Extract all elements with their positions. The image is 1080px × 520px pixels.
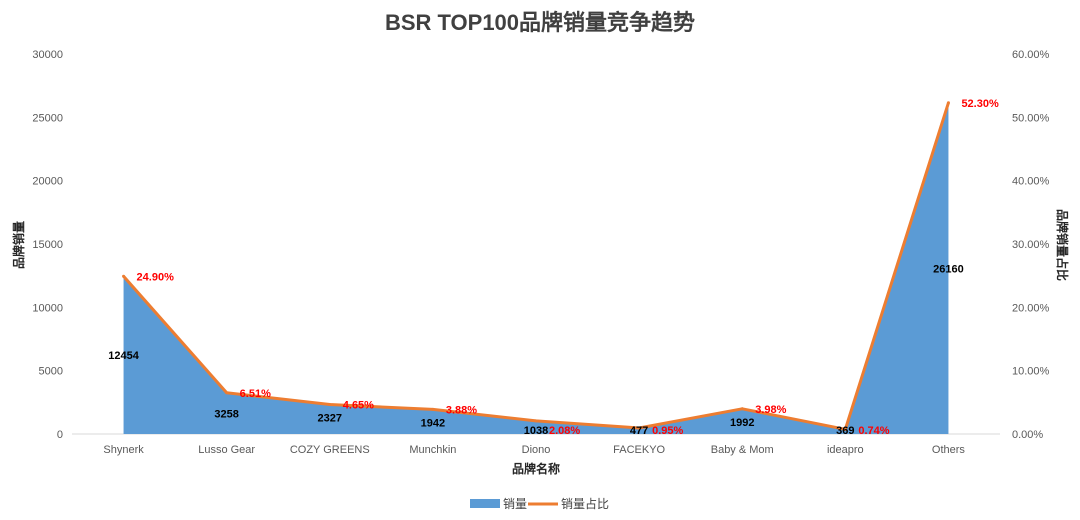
sales-area: [123, 102, 949, 434]
sales-value-label: 1942: [421, 417, 445, 429]
y-tick-label: 10000: [32, 302, 63, 314]
y2-tick-label: 50.00%: [1012, 112, 1050, 124]
sales-value-label: 2327: [318, 413, 342, 425]
chart-title: BSR TOP100品牌销量竞争趋势: [385, 10, 695, 35]
share-percent-label: 4.65%: [343, 400, 374, 412]
share-percent-label: 3.88%: [446, 404, 477, 416]
share-percent-label: 52.30%: [961, 98, 999, 110]
x-tick-label: Baby & Mom: [711, 444, 774, 456]
share-point: [740, 407, 744, 411]
y2-tick-label: 40.00%: [1012, 176, 1050, 188]
y-tick-label: 15000: [32, 239, 63, 251]
y2-tick-label: 30.00%: [1012, 239, 1050, 251]
category-labels: Shynerk Lusso Gear COZY GREENS Munchkin Dion…: [103, 444, 965, 456]
share-point: [534, 419, 538, 423]
y-tick-label: 25000: [32, 112, 63, 124]
y2-tick-label: 20.00%: [1012, 302, 1050, 314]
share-percent-label: 2.08%: [549, 425, 580, 437]
share-point: [122, 274, 126, 278]
y2-tick-label: 0.00%: [1012, 429, 1043, 441]
share-percent-label: 24.90%: [137, 271, 175, 283]
sales-value-label: 3258: [214, 408, 238, 420]
x-axis-title: 品牌名称: [512, 461, 560, 476]
x-tick-label: COZY GREENS: [290, 444, 370, 456]
share-line-series: [122, 101, 950, 431]
legend-label-sales: 销量: [503, 497, 527, 511]
share-percent-label: 0.74%: [858, 425, 889, 437]
legend-label-share: 销量占比: [561, 496, 609, 511]
value-labels: 12454 3258 2327 1942 1038 477 1992 369 26160: [108, 263, 963, 437]
x-tick-label: Others: [932, 444, 966, 456]
sales-area-series: [123, 102, 949, 434]
x-tick-label: Shynerk: [103, 444, 144, 456]
share-point: [843, 427, 847, 431]
x-tick-label: ideapro: [827, 444, 864, 456]
share-point: [225, 391, 229, 395]
y2-tick-label: 60.00%: [1012, 49, 1050, 61]
sales-value-label: 12454: [108, 350, 139, 362]
left-axis: 0 5000 10000 15000 20000 25000 30000: [32, 49, 63, 441]
x-tick-label: Munchkin: [409, 444, 456, 456]
sales-value-label: 1992: [730, 417, 754, 429]
y-tick-label: 20000: [32, 176, 63, 188]
share-percent-label: 6.51%: [240, 388, 271, 400]
sales-value-label: 477: [630, 425, 648, 437]
sales-value-label: 26160: [933, 263, 964, 275]
share-point: [328, 403, 332, 407]
x-tick-label: Diono: [522, 444, 551, 456]
y-axis-title: 品牌销量: [11, 221, 26, 269]
legend-swatch-sales: [470, 499, 500, 508]
y2-tick-label: 10.00%: [1012, 366, 1050, 378]
share-percent-label: 3.98%: [755, 404, 786, 416]
share-line: [122, 102, 950, 431]
share-point: [946, 101, 950, 105]
percent-labels: 24.90% 6.51% 4.65% 3.88% 2.08% 0.95% 3.98% 0.74…: [137, 98, 999, 437]
right-axis: 0.00% 10.00% 20.00% 30.00% 40.00% 50.00% 60.00…: [1012, 49, 1050, 441]
legend: 销量 销量占比: [470, 496, 609, 511]
share-point: [431, 407, 435, 411]
y-tick-label: 30000: [32, 49, 63, 61]
sales-value-label: 369: [836, 425, 854, 437]
y-tick-label: 0: [57, 429, 63, 441]
x-tick-label: FACEKYO: [613, 444, 665, 456]
sales-value-label: 1038: [524, 425, 548, 437]
share-point: [637, 426, 641, 430]
x-tick-label: Lusso Gear: [198, 444, 255, 456]
y2-axis-title: 品牌销量占比: [1055, 209, 1070, 281]
share-percent-label: 0.95%: [652, 425, 683, 437]
y-tick-label: 5000: [39, 366, 63, 378]
